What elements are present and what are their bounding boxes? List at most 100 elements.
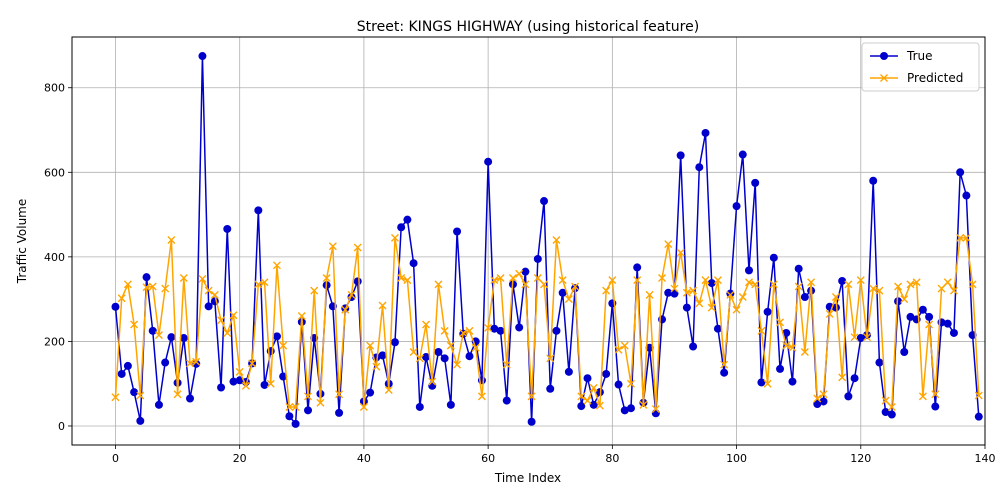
legend-box (861, 42, 980, 92)
legend-item-predicted: Predicted (870, 71, 963, 85)
grid (72, 37, 986, 445)
data-point-true (726, 289, 735, 298)
data-point-predicted (229, 311, 238, 320)
data-point-predicted (328, 242, 337, 251)
data-point-true (335, 408, 344, 417)
legend-label-true: True (906, 49, 933, 63)
data-point-true (111, 302, 120, 311)
data-point-predicted (583, 396, 592, 405)
data-point-predicted (304, 392, 313, 401)
data-point-true (260, 380, 269, 389)
data-point-predicted (266, 379, 275, 388)
data-point-predicted (738, 293, 747, 302)
data-point-predicted (484, 323, 493, 332)
data-point-predicted (198, 274, 207, 283)
data-point-true (875, 358, 884, 367)
data-point-predicted (117, 294, 126, 303)
data-point-true (670, 289, 679, 298)
data-point-true (490, 324, 499, 333)
data-point-predicted (148, 282, 157, 291)
data-point-predicted (651, 405, 660, 414)
data-point-true (148, 326, 157, 335)
data-point-true (254, 206, 263, 215)
data-point-true (136, 416, 145, 425)
data-point-true (117, 369, 126, 378)
data-point-true (304, 406, 313, 415)
plot-frame (71, 36, 986, 446)
data-point-true (844, 392, 853, 401)
data-point-predicted (645, 290, 654, 299)
data-point-true (906, 312, 915, 321)
data-point-predicted (881, 396, 890, 405)
data-point-true (378, 351, 387, 360)
data-point-true (428, 381, 437, 390)
data-point-predicted (403, 276, 412, 285)
data-point-true (217, 383, 226, 392)
data-point-true (838, 276, 847, 285)
data-point-predicted (720, 360, 729, 369)
data-point-predicted (701, 276, 710, 285)
data-point-predicted (968, 280, 977, 289)
data-point-true (695, 163, 704, 172)
x-axis-label: Time Index (494, 471, 561, 485)
data-point-predicted (167, 235, 176, 244)
data-point-predicted (335, 390, 344, 399)
data-point-predicted (751, 280, 760, 289)
data-point-predicted (689, 286, 698, 295)
data-point-predicted (682, 288, 691, 297)
data-point-predicted (223, 328, 232, 337)
data-point-predicted (564, 295, 573, 304)
data-point-predicted (571, 282, 580, 291)
data-point-predicted (676, 248, 685, 257)
data-point-predicted (894, 282, 903, 291)
data-point-true (720, 368, 729, 377)
data-point-predicted (707, 303, 716, 312)
data-point-predicted (254, 280, 263, 289)
data-point-true (422, 353, 431, 362)
data-point-predicted (614, 345, 623, 354)
data-point-predicted (508, 274, 517, 282)
data-point-true (123, 361, 132, 370)
data-point-predicted (875, 286, 884, 295)
data-point-predicted (347, 290, 356, 299)
data-point-true (776, 364, 785, 373)
data-point-predicted (453, 360, 462, 369)
data-point-predicted (850, 333, 859, 342)
data-point-predicted (459, 328, 468, 337)
data-point-predicted (633, 276, 642, 285)
data-point-predicted (341, 305, 350, 314)
data-point-predicted (173, 390, 182, 399)
data-point-true (229, 377, 238, 386)
data-point-predicted (800, 347, 809, 356)
data-point-predicted (490, 276, 499, 285)
data-point-predicted (142, 283, 151, 292)
data-point-true (161, 358, 170, 367)
data-point-true (589, 400, 598, 409)
data-point-true (651, 409, 660, 418)
data-point-predicted (297, 312, 306, 321)
data-point-predicted (161, 284, 170, 293)
data-point-true (620, 406, 629, 415)
data-point-true (831, 303, 840, 312)
data-point-predicted (831, 293, 840, 302)
data-point-predicted (533, 274, 542, 282)
legend-label-predicted: Predicted (907, 71, 963, 85)
data-point-predicted (825, 309, 834, 318)
data-point-predicted (595, 401, 604, 410)
data-point-true (285, 412, 294, 421)
data-point-predicted (353, 243, 362, 252)
data-point-predicted (807, 278, 816, 287)
data-point-true (366, 388, 375, 397)
data-point-true (769, 253, 778, 262)
data-point-predicted (527, 392, 536, 401)
data-point-true (577, 402, 586, 411)
data-point-predicted (384, 386, 393, 395)
data-point-predicted (943, 278, 952, 287)
data-point-predicted (422, 320, 431, 329)
data-point-predicted (471, 343, 480, 352)
data-point-predicted (378, 301, 387, 310)
data-point-true (813, 399, 822, 408)
data-point-true (881, 408, 890, 417)
